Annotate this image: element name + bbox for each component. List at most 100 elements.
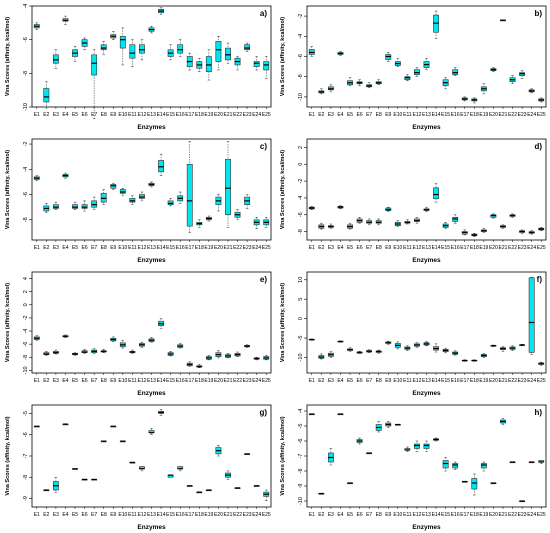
box-plot bbox=[452, 350, 459, 356]
box-plot bbox=[72, 352, 78, 356]
x-tick-label: E22 bbox=[508, 245, 517, 251]
x-axis-label: Enzymes bbox=[137, 390, 166, 397]
x-tick-label: E17 bbox=[460, 378, 469, 384]
box-plot bbox=[347, 482, 353, 485]
box-body bbox=[119, 189, 126, 194]
plot-frame bbox=[31, 404, 272, 508]
box-plot bbox=[308, 413, 315, 416]
box-plot bbox=[366, 349, 373, 354]
box-plot bbox=[148, 337, 155, 343]
y-tick-label: -9 bbox=[298, 484, 304, 489]
x-tick-label: E11 bbox=[403, 112, 412, 118]
box-plot bbox=[72, 46, 78, 62]
x-tick-label: E15 bbox=[441, 245, 450, 251]
box-body bbox=[205, 56, 212, 72]
x-tick-label: E11 bbox=[403, 378, 412, 384]
x-tick-label: E6 bbox=[357, 245, 363, 251]
x-tick-label: E14 bbox=[157, 112, 166, 118]
box-body bbox=[110, 184, 117, 189]
box-plot bbox=[91, 49, 98, 120]
box-plot bbox=[471, 233, 478, 237]
box-plot bbox=[119, 440, 126, 443]
plot-frame bbox=[306, 404, 547, 508]
box-body bbox=[423, 443, 430, 449]
box-plot bbox=[414, 217, 420, 224]
box-plot bbox=[327, 351, 334, 358]
box-plot bbox=[337, 340, 344, 343]
x-tick-label: E12 bbox=[412, 112, 421, 118]
x-tick-label: E5 bbox=[72, 112, 78, 118]
x-tick-label: E1 bbox=[309, 512, 315, 518]
x-tick-label: E1 bbox=[34, 245, 40, 251]
box-plot bbox=[509, 213, 516, 218]
box-plot bbox=[72, 201, 78, 210]
x-tick-label: E24 bbox=[527, 378, 536, 384]
x-tick-label: E25 bbox=[537, 512, 546, 518]
x-tick-label: E21 bbox=[499, 245, 508, 251]
box-plot bbox=[404, 345, 411, 351]
box-plot bbox=[167, 474, 174, 478]
box-plot bbox=[167, 351, 174, 357]
box-plot bbox=[500, 418, 506, 425]
box-plot bbox=[119, 27, 126, 66]
box-plot bbox=[177, 343, 184, 349]
box-plot bbox=[52, 201, 59, 210]
box-body bbox=[253, 61, 260, 67]
x-tick-label: E13 bbox=[422, 512, 431, 518]
x-tick-label: E11 bbox=[128, 245, 137, 251]
x-tick-label: E15 bbox=[166, 112, 175, 118]
x-tick-label: E18 bbox=[470, 512, 479, 518]
x-tick-label: E13 bbox=[147, 245, 156, 251]
x-tick-label: E8 bbox=[101, 378, 107, 384]
box-plot bbox=[366, 82, 373, 89]
x-tick-label: E24 bbox=[252, 112, 261, 118]
x-tick-label: E18 bbox=[470, 245, 479, 251]
box-plot bbox=[480, 353, 487, 358]
x-axis-label: Enzymes bbox=[137, 524, 166, 531]
chart-panel: -10-8-6-4-2E1 E2 E3 E4 E5 E6 E7 E8 E9 E10 E11 E12 E1… bbox=[280, 5, 547, 131]
x-tick-label: E17 bbox=[185, 512, 194, 518]
box-plot bbox=[500, 19, 506, 22]
x-tick-label: E14 bbox=[157, 245, 166, 251]
x-tick-label: E19 bbox=[204, 112, 213, 118]
box-plot bbox=[72, 468, 78, 470]
x-tick-label: E3 bbox=[53, 112, 59, 118]
box-plot bbox=[337, 413, 344, 416]
box-plot bbox=[480, 461, 487, 472]
box-plot bbox=[186, 141, 193, 233]
x-tick-label: E19 bbox=[479, 512, 488, 518]
y-tick-label: -4 bbox=[298, 34, 304, 39]
panel-label: h) bbox=[534, 408, 542, 417]
box-body bbox=[528, 277, 535, 353]
box-plot bbox=[43, 351, 50, 356]
box-plot bbox=[167, 44, 174, 61]
y-tick-label: 4 bbox=[23, 277, 29, 280]
x-tick-label: E15 bbox=[441, 378, 450, 384]
x-tick-label: E21 bbox=[224, 245, 233, 251]
box-plot bbox=[91, 196, 98, 210]
box-plot bbox=[186, 361, 193, 367]
box-plot bbox=[528, 461, 535, 464]
x-tick-label: E4 bbox=[337, 112, 343, 118]
plot-frame bbox=[306, 138, 547, 241]
box-body bbox=[129, 198, 136, 203]
x-tick-label: E9 bbox=[110, 378, 116, 384]
x-tick-label: E11 bbox=[403, 245, 412, 251]
box-body bbox=[215, 41, 222, 62]
x-tick-label: E25 bbox=[262, 512, 271, 518]
y-tick-label: -7 bbox=[298, 454, 304, 459]
x-tick-label: E1 bbox=[34, 378, 40, 384]
box-plot bbox=[519, 344, 526, 347]
y-tick-label: 0 bbox=[298, 317, 304, 320]
x-tick-label: E6 bbox=[357, 512, 363, 518]
x-tick-label: E11 bbox=[403, 512, 412, 518]
box-plot bbox=[43, 489, 50, 492]
y-axis-label: Vina Scores (affinity, kcal/mol) bbox=[280, 17, 286, 96]
x-tick-label: E7 bbox=[366, 245, 372, 251]
box-plot bbox=[394, 341, 401, 350]
box-plot bbox=[327, 448, 334, 466]
box-plot bbox=[423, 341, 430, 347]
x-tick-label: E6 bbox=[82, 112, 88, 118]
box-body bbox=[263, 61, 270, 71]
x-tick-label: E2 bbox=[318, 378, 324, 384]
